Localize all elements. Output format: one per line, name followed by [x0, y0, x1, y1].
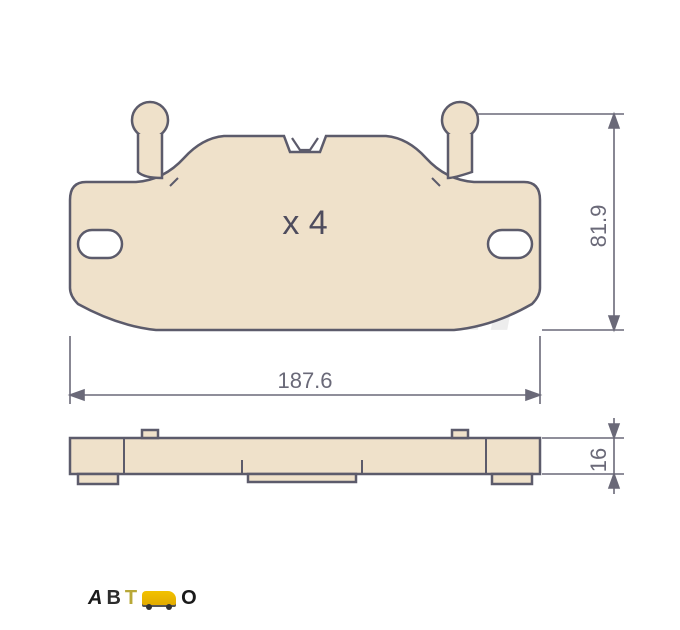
left-tab: [132, 102, 168, 138]
left-slot: [78, 230, 122, 258]
side-left-lug: [78, 474, 118, 484]
right-tab: [442, 102, 478, 138]
top-notch: [292, 138, 318, 150]
right-slot: [488, 230, 532, 258]
dim-thickness: 16: [542, 418, 624, 494]
logo-letter-o: O: [181, 587, 197, 610]
height-value: 81.9: [586, 205, 611, 248]
side-center-clip: [248, 474, 356, 482]
width-value: 187.6: [277, 368, 332, 393]
quantity-label: x 4: [282, 204, 327, 242]
side-top-pin-right: [452, 430, 468, 438]
logo-letter-t: T: [125, 587, 137, 610]
side-top-pin-left: [142, 430, 158, 438]
logo-letter-a: A: [88, 587, 102, 610]
site-logo: ABT O: [88, 587, 197, 610]
car-icon: [142, 591, 176, 607]
logo-letter-b: B: [106, 587, 120, 610]
technical-drawing: metelli x 4 187.6: [0, 0, 680, 630]
thickness-value: 16: [586, 448, 611, 472]
side-right-lug: [492, 474, 532, 484]
left-tab-neck: [138, 134, 162, 178]
side-view: [70, 430, 540, 484]
front-view: x 4: [70, 102, 540, 330]
right-tab-neck: [448, 134, 472, 178]
